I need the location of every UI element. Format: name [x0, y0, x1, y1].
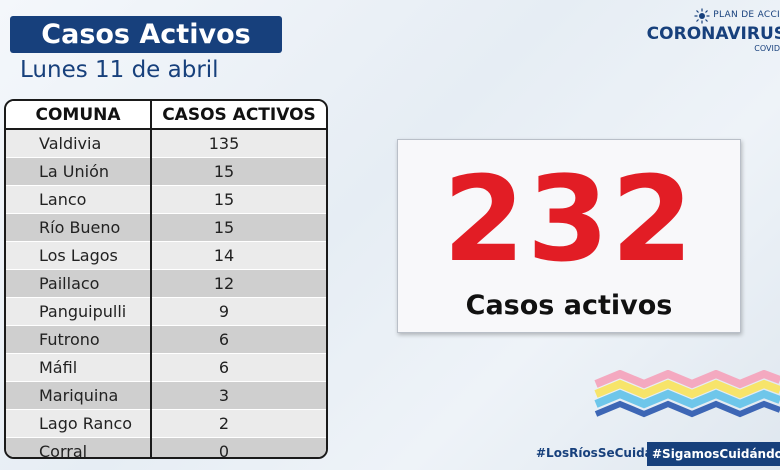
comuna-cell: La Unión [6, 157, 152, 186]
table-row: Máfil 6 [6, 353, 326, 382]
comuna-cell: Corral [6, 437, 152, 457]
total-cases-label: Casos activos [465, 290, 673, 321]
comuna-cell: Valdivia [6, 129, 152, 158]
comuna-cell: Lago Ranco [6, 409, 152, 438]
comuna-cell: Lanco [6, 185, 152, 214]
table-row: Río Bueno 15 [6, 213, 326, 242]
casos-cell: 14 [151, 241, 326, 270]
casos-cell: 15 [151, 185, 326, 214]
hashtag-los-rios: #LosRíosSeCuida [536, 446, 653, 460]
column-header-casos: CASOS ACTIVOS [151, 101, 326, 130]
logo-plan-text: PLAN DE ACCI [713, 10, 780, 20]
table-row: Paillaco 12 [6, 269, 326, 298]
casos-cell: 15 [151, 157, 326, 186]
table-row: Mariquina 3 [6, 381, 326, 410]
casos-cell: 9 [151, 297, 326, 326]
table-row: Los Lagos 14 [6, 241, 326, 270]
casos-cell: 0 [151, 437, 326, 457]
comuna-cell: Los Lagos [6, 241, 152, 270]
sun-burst-icon [694, 8, 710, 24]
table-row: Futrono 6 [6, 325, 326, 354]
coronavirus-plan-logo: PLAN DE ACCI CORONAVIRUS COVID [630, 8, 780, 58]
cases-table: COMUNA CASOS ACTIVOS Valdivia 135 La Uni… [4, 99, 328, 459]
casos-cell: 135 [151, 129, 326, 158]
comuna-cell: Mariquina [6, 381, 152, 410]
casos-cell: 2 [151, 409, 326, 438]
table-row: La Unión 15 [6, 157, 326, 186]
table-row: Valdivia 135 [6, 129, 326, 158]
casos-cell: 12 [151, 269, 326, 298]
table-header-row: COMUNA CASOS ACTIVOS [6, 101, 326, 130]
casos-cell: 6 [151, 353, 326, 382]
casos-cell: 3 [151, 381, 326, 410]
comuna-cell: Paillaco [6, 269, 152, 298]
total-cases-value: 232 [442, 150, 696, 288]
table-row: Panguipulli 9 [6, 297, 326, 326]
date-subtitle: Lunes 11 de abril [20, 57, 219, 83]
table-row: Lago Ranco 2 [6, 409, 326, 438]
table-row: Corral 0 [6, 437, 326, 457]
table-row: Lanco 15 [6, 185, 326, 214]
casos-cell: 15 [151, 213, 326, 242]
comuna-cell: Panguipulli [6, 297, 152, 326]
comuna-cell: Futrono [6, 325, 152, 354]
total-cases-card: 232 Casos activos [397, 139, 741, 333]
comuna-cell: Río Bueno [6, 213, 152, 242]
page-title: Casos Activos [10, 16, 282, 53]
logo-main-text: CORONAVIRUS [646, 24, 780, 44]
logo-sub-text: COVID [754, 44, 780, 53]
zigzag-stripes-icon [594, 370, 780, 418]
comuna-cell: Máfil [6, 353, 152, 382]
column-header-comuna: COMUNA [6, 101, 152, 130]
casos-cell: 6 [151, 325, 326, 354]
hashtag-sigamos: #SigamosCuidándonos [647, 442, 780, 466]
